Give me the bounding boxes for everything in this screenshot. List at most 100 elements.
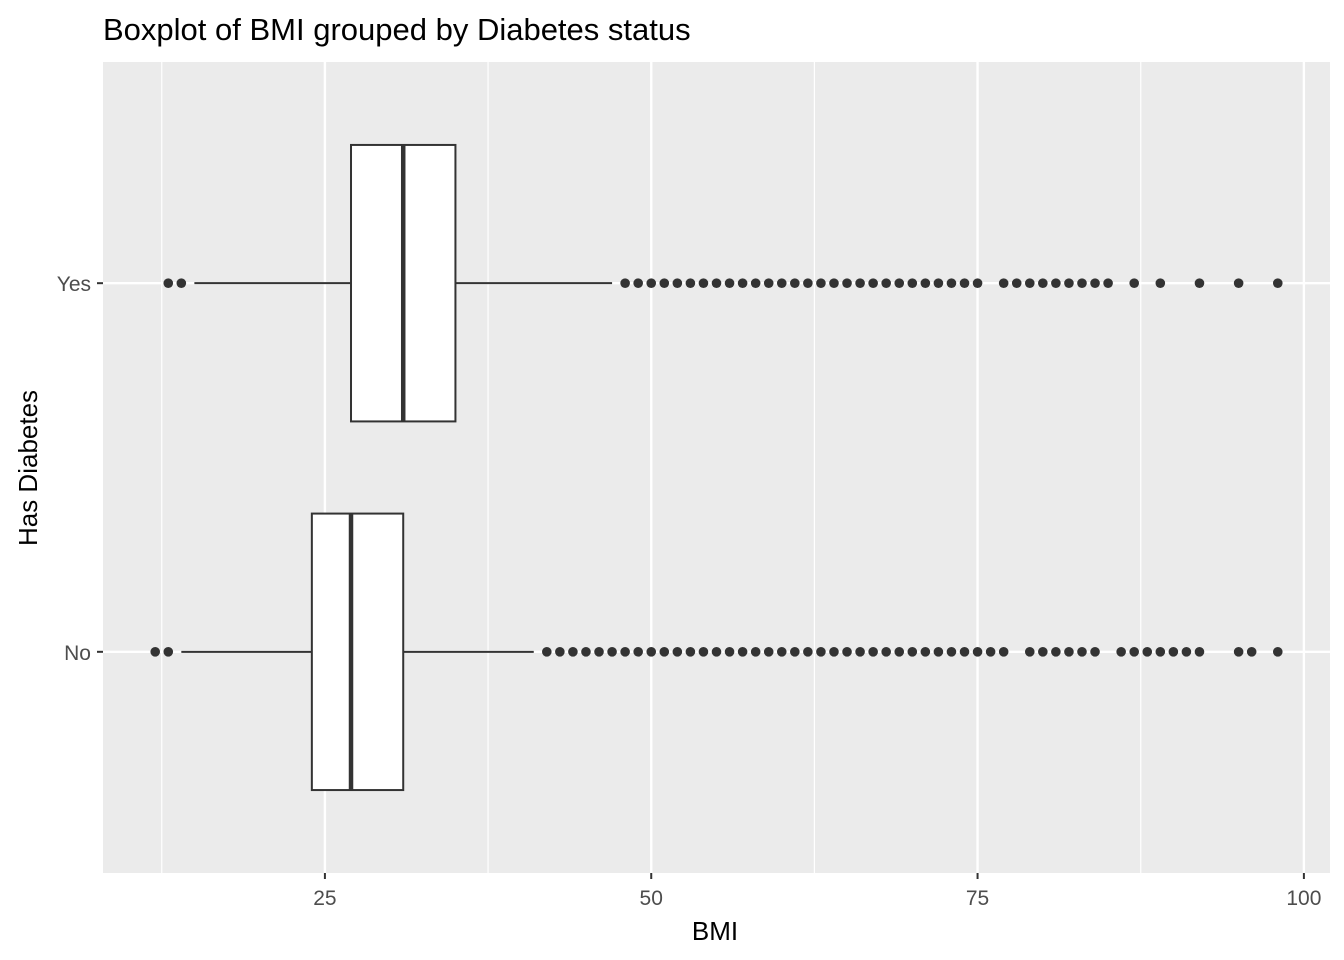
outlier-point [933,278,944,288]
outlier-point [1272,647,1283,657]
outlier-point [985,647,996,657]
outlier-point [1077,278,1087,288]
outlier-point [829,278,839,288]
x-tick-label: 25 [313,887,336,910]
outlier-point [972,647,983,657]
outlier-point [803,647,813,657]
y-tick-label: No [64,642,91,665]
outlier-point [868,278,878,288]
outlier-point [1024,647,1035,657]
x-axis-title: BMI [692,916,738,946]
y-tick-label: Yes [57,273,91,296]
outlier-point [685,278,696,288]
x-tick-label: 75 [966,887,989,910]
outlier-point [881,647,891,657]
outlier-point [659,278,670,288]
outlier-point [816,278,826,288]
outlier-point [672,278,683,288]
outlier-point [933,647,944,657]
outlier-point [790,278,800,288]
outlier-point [763,278,774,288]
outlier-point [711,647,722,657]
outlier-point [959,278,970,288]
outlier-point [946,647,957,657]
outlier-point [855,278,865,288]
outlier-point [998,647,1009,657]
outlier-point [724,278,735,288]
outlier-point [1181,647,1192,657]
outlier-point [620,278,630,288]
outlier-point [1051,647,1061,657]
outlier-point [1233,647,1244,657]
outlier-point [946,278,957,288]
outlier-point [776,647,787,657]
outlier-point [176,278,187,288]
outlier-point [1038,278,1048,288]
outlier-point [868,647,878,657]
outlier-point [633,647,643,657]
outlier-point [685,647,696,657]
outlier-point [737,278,748,288]
outlier-point [829,647,839,657]
outlier-point [998,278,1009,288]
outlier-point [542,647,552,657]
box-group-yes [163,143,1283,423]
outlier-point [1155,647,1166,657]
outlier-point [1142,647,1153,657]
outlier-point [750,647,761,657]
x-tick-label: 100 [1286,887,1321,910]
outlier-point [1024,278,1035,288]
outlier-point [1168,647,1179,657]
outlier-point [1194,647,1205,657]
outlier-point [581,647,591,657]
iqr-box [310,512,405,792]
outlier-point [711,278,722,288]
outlier-point [959,647,970,657]
outlier-point [1064,647,1074,657]
outlier-point [1064,278,1074,288]
outlier-point [659,647,670,657]
outlier-point [1077,647,1087,657]
outlier-point [737,647,748,657]
outlier-point [1038,647,1048,657]
outlier-point [1246,647,1257,657]
outlier-point [1090,647,1100,657]
outlier-point [894,647,905,657]
outlier-point [1233,278,1244,288]
outlier-point [972,278,983,288]
x-axis: 25 50 75 100 [313,873,1321,910]
y-axis-title: Has Diabetes [13,390,43,546]
x-tick-label: 50 [640,887,663,910]
outlier-point [150,647,161,657]
outlier-point [1272,278,1283,288]
plot-panel [103,62,1330,873]
outlier-point [803,278,813,288]
boxes-layer [150,143,1283,792]
outlier-point [920,278,931,288]
outlier-point [698,647,709,657]
chart-title: Boxplot of BMI grouped by Diabetes statu… [103,12,691,47]
outlier-point [881,278,891,288]
outlier-point [633,278,643,288]
outlier-point [1155,278,1166,288]
outlier-point [907,647,918,657]
outlier-point [1116,647,1126,657]
outlier-point [907,278,918,288]
outlier-point [594,647,604,657]
outlier-point [1011,278,1022,288]
outlier-point [163,647,174,657]
outlier-point [750,278,761,288]
outlier-point [920,647,931,657]
outlier-point [672,647,683,657]
outlier-point [646,278,657,288]
outlier-point [724,647,735,657]
outlier-point [163,278,174,288]
outlier-point [1051,278,1061,288]
outlier-point [842,647,852,657]
outlier-point [763,647,774,657]
outlier-point [894,278,905,288]
outlier-point [842,278,852,288]
outlier-point [855,647,865,657]
outlier-point [620,647,630,657]
